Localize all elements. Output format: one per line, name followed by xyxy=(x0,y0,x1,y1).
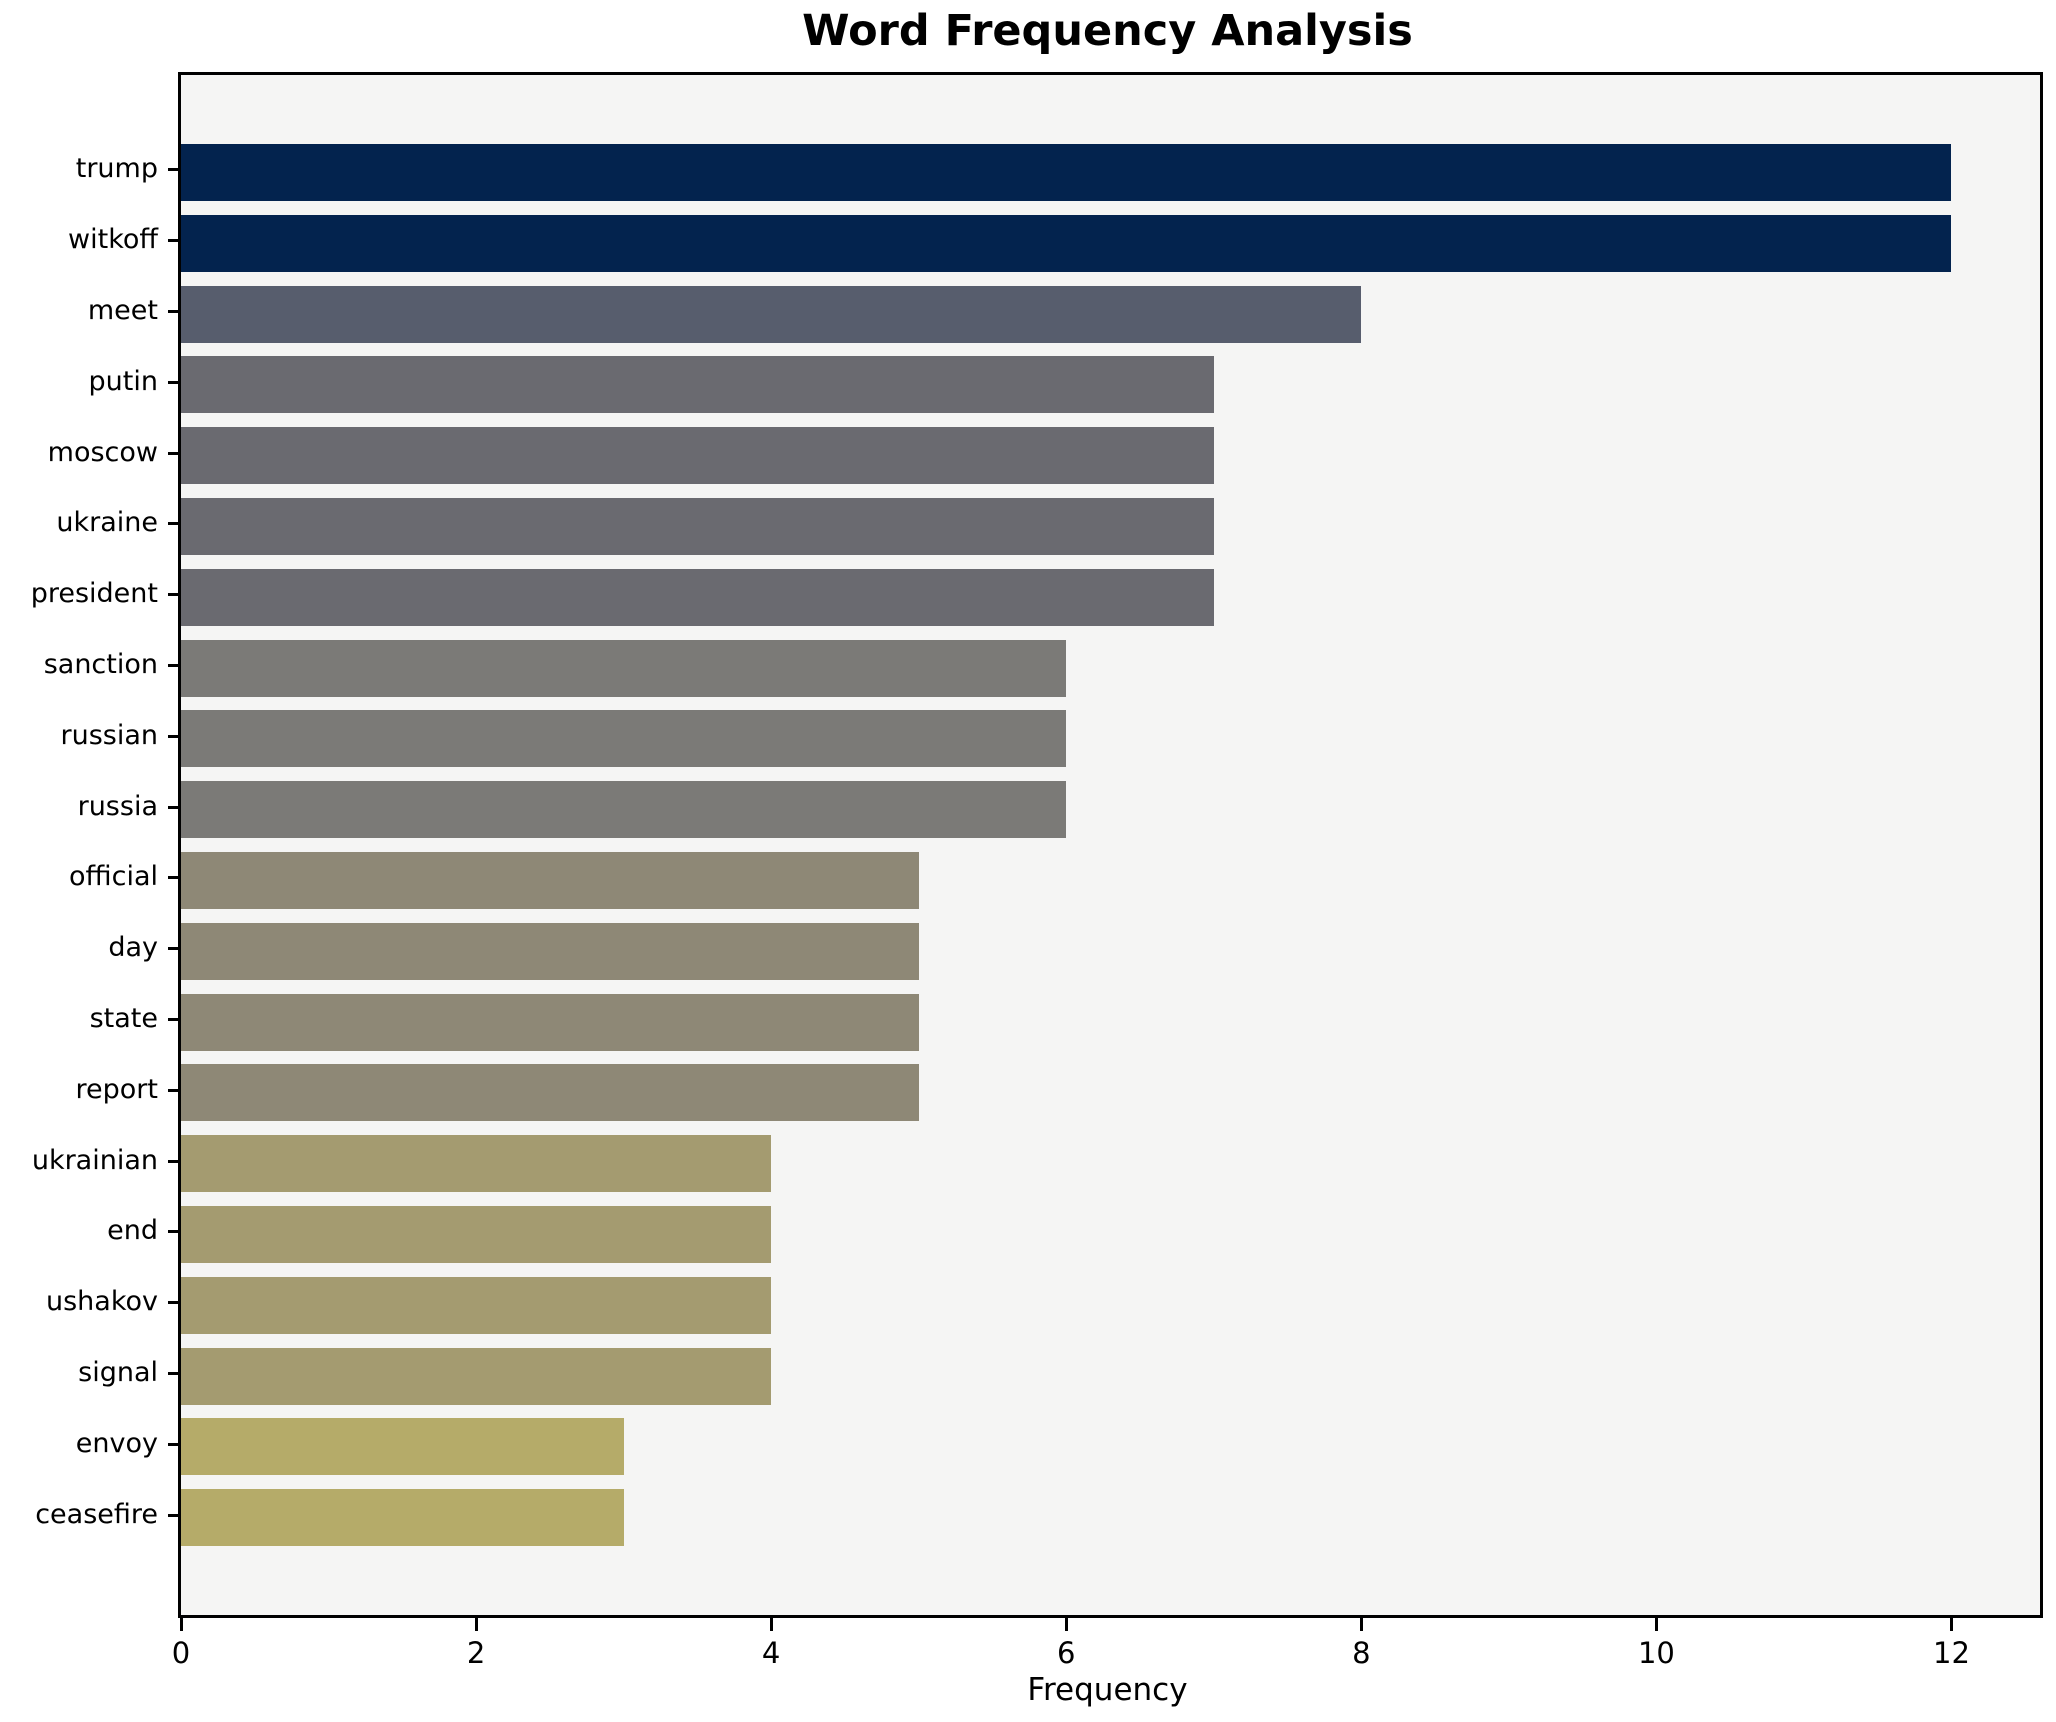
y-tick-mark xyxy=(168,1230,178,1234)
y-tick-mark xyxy=(168,876,178,880)
x-tick-mark xyxy=(180,1618,183,1631)
x-tick-label-10: 10 xyxy=(1637,1636,1675,1670)
y-tick-mark xyxy=(168,1372,178,1375)
bar-ukraine xyxy=(181,497,1214,555)
y-tick-label-putin: putin xyxy=(88,365,158,397)
y-tick-label-trump: trump xyxy=(75,153,158,185)
x-tick-mark xyxy=(475,1618,479,1631)
bar-end xyxy=(181,1205,772,1263)
y-tick-mark xyxy=(168,1442,178,1446)
x-tick-label-12: 12 xyxy=(1933,1636,1970,1670)
bar-day xyxy=(181,922,919,980)
bar-russian xyxy=(181,710,1067,768)
y-tick-mark xyxy=(168,1159,178,1163)
x-tick-label-6: 6 xyxy=(1057,1636,1076,1670)
y-tick-mark xyxy=(168,522,178,526)
x-tick-mark xyxy=(1065,1618,1069,1631)
bar-state xyxy=(181,993,919,1051)
bar-russia xyxy=(181,781,1067,839)
y-tick-label-ushakov: ushakov xyxy=(45,1286,158,1318)
bar-envoy xyxy=(181,1418,624,1476)
y-tick-label-ukraine: ukraine xyxy=(56,507,158,539)
y-tick-label-ceasefire: ceasefire xyxy=(35,1498,158,1530)
x-axis-label: Frequency xyxy=(1027,1672,1188,1708)
bar-witkoff xyxy=(181,214,1952,272)
x-tick-label-2: 2 xyxy=(466,1636,486,1670)
bar-ushakov xyxy=(181,1276,772,1334)
bar-meet xyxy=(181,285,1362,343)
bar-signal xyxy=(181,1347,772,1405)
y-tick-label-official: official xyxy=(68,861,158,893)
bar-ukrainian xyxy=(181,1135,772,1193)
y-tick-mark xyxy=(168,1513,178,1517)
y-tick-mark xyxy=(168,805,178,809)
x-tick-mark xyxy=(1360,1618,1364,1631)
y-tick-label-witkoff: witkoff xyxy=(68,224,158,256)
bar-putin xyxy=(181,356,1214,414)
y-tick-mark xyxy=(168,451,178,455)
y-tick-mark xyxy=(168,593,178,597)
bar-sanction xyxy=(181,639,1067,697)
x-tick-label-0: 0 xyxy=(171,1636,191,1670)
x-tick-label-8: 8 xyxy=(1352,1636,1371,1670)
y-tick-label-russia: russia xyxy=(77,790,158,822)
y-tick-label-moscow: moscow xyxy=(47,436,158,468)
bar-president xyxy=(181,568,1214,626)
x-tick-mark xyxy=(1655,1618,1659,1631)
y-tick-mark xyxy=(168,168,178,172)
x-tick-mark xyxy=(770,1618,774,1631)
y-tick-label-sanction: sanction xyxy=(43,649,158,680)
y-tick-label-president: president xyxy=(30,578,158,610)
y-tick-label-meet: meet xyxy=(87,295,158,326)
bar-ceasefire xyxy=(181,1489,624,1547)
y-tick-mark xyxy=(168,1088,178,1092)
y-tick-mark xyxy=(168,239,178,243)
plot-area xyxy=(178,72,2043,1618)
bar-official xyxy=(181,851,919,909)
y-tick-label-report: report xyxy=(75,1073,158,1105)
y-tick-label-russian: russian xyxy=(60,719,158,751)
y-tick-label-ukrainian: ukrainian xyxy=(31,1144,158,1176)
chart-title: Word Frequency Analysis xyxy=(802,6,1413,56)
x-tick-mark xyxy=(1950,1618,1954,1631)
y-tick-label-end: end xyxy=(107,1215,158,1247)
y-tick-mark xyxy=(168,947,178,951)
y-tick-mark xyxy=(168,1018,178,1021)
x-tick-label-4: 4 xyxy=(761,1636,781,1670)
bar-report xyxy=(181,1064,919,1122)
bar-moscow xyxy=(181,427,1214,485)
y-tick-label-day: day xyxy=(108,932,158,964)
y-tick-label-envoy: envoy xyxy=(75,1427,158,1459)
y-tick-mark xyxy=(168,380,178,384)
y-tick-mark xyxy=(168,1301,178,1305)
bar-trump xyxy=(181,143,1952,201)
y-tick-mark xyxy=(168,734,178,738)
y-tick-mark xyxy=(168,310,178,313)
y-tick-label-signal: signal xyxy=(78,1357,158,1388)
y-tick-mark xyxy=(168,664,178,667)
y-tick-label-state: state xyxy=(89,1003,158,1034)
